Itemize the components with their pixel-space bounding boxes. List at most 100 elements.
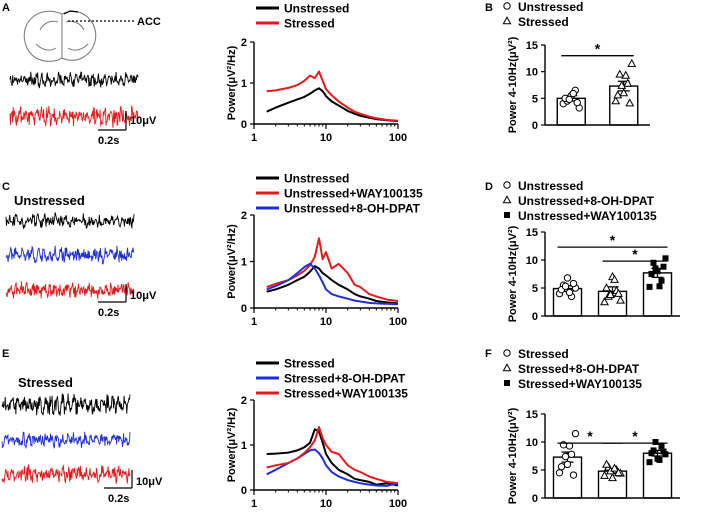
scale-time-c: 0.2s <box>98 307 119 319</box>
y-axis-label: Power 4-10Hz(μV²) <box>507 407 519 504</box>
trace-8ohdpat-e <box>1 431 131 449</box>
data-point <box>502 16 512 25</box>
x-tick-label: 10 <box>320 132 332 144</box>
x-tick-label: 1 <box>251 132 257 144</box>
legend-label: Unstressed+8-OH-DPAT <box>518 194 655 208</box>
data-point <box>610 274 619 283</box>
data-point <box>616 295 625 304</box>
y-tick-label: 1 <box>241 78 247 90</box>
data-point <box>561 282 570 291</box>
bar-chart-f: StressedStressed+8-OH-DPATStressed+WAY10… <box>502 347 680 505</box>
legend-label: Stressed <box>284 357 335 371</box>
data-point <box>610 463 619 472</box>
brain-schematic <box>23 10 97 62</box>
series-line <box>266 237 399 302</box>
data-point <box>606 289 615 299</box>
y-tick-label: 0 <box>241 119 247 131</box>
data-point <box>571 429 580 438</box>
data-point <box>658 443 665 450</box>
data-point <box>569 279 578 288</box>
data-point <box>502 195 512 204</box>
data-point <box>658 277 665 284</box>
data-point <box>503 181 511 189</box>
y-tick-label: 0 <box>532 120 538 132</box>
data-point <box>503 2 511 10</box>
scale-bar-a <box>98 111 127 131</box>
y-tick-label: 2 <box>241 395 247 407</box>
trace-stressed-a <box>9 105 139 128</box>
series-line <box>266 428 399 487</box>
data-point <box>565 95 573 104</box>
data-point <box>557 462 566 471</box>
panel-label-f: F <box>485 348 492 360</box>
traces-e: Stressed 10μV 0.2s <box>1 375 163 505</box>
data-point <box>662 255 669 262</box>
data-point <box>656 456 663 463</box>
acc-label: ACC <box>137 16 161 28</box>
x-tick-label: 10 <box>320 316 332 328</box>
data-point <box>561 452 570 461</box>
scale-amplitude-a: 10μV <box>130 115 157 127</box>
y-axis-label: Power(μV²/Hz) <box>226 407 238 482</box>
spectrum-chart-c: UnstressedUnstressed+WAY100135Unstressed… <box>226 172 423 329</box>
y-tick-label: 15 <box>526 409 538 421</box>
legend-label: Unstressed <box>518 0 583 14</box>
significance-star: * <box>632 428 638 444</box>
y-axis-label: Power 4-10Hz(μV²) <box>507 36 519 133</box>
data-point <box>652 265 659 272</box>
data-point <box>502 363 512 372</box>
y-tick-label: 0 <box>532 493 538 505</box>
data-point <box>648 450 655 457</box>
data-point <box>565 288 574 297</box>
scale-amplitude-e: 10μV <box>136 476 163 488</box>
legend-label: Unstressed <box>284 172 349 186</box>
trace-8ohdpat-c <box>5 245 135 265</box>
y-tick-label: 10 <box>526 67 538 79</box>
data-point <box>652 439 659 445</box>
data-point <box>567 450 576 459</box>
y-tick-label: 10 <box>526 255 538 267</box>
data-point <box>563 274 572 282</box>
legend-label: Stressed <box>518 15 569 29</box>
y-tick-label: 15 <box>526 227 538 239</box>
scale-time-e: 0.2s <box>108 493 129 505</box>
panel-label-d: D <box>485 181 493 193</box>
x-tick-label: 1 <box>251 498 257 510</box>
series-line <box>266 70 399 122</box>
series-line <box>266 426 399 485</box>
legend-label: Stressed+8-OH-DPAT <box>518 362 640 376</box>
trace-unstressed-c <box>5 212 135 230</box>
y-tick-label: 2 <box>241 210 247 222</box>
data-point <box>621 70 631 79</box>
condition-label-e: Stressed <box>18 375 73 390</box>
data-point <box>625 98 635 107</box>
trace-stressed-e <box>1 393 131 416</box>
data-point <box>504 212 510 218</box>
data-point <box>646 459 653 466</box>
legend-label: Unstressed+8-OH-DPAT <box>284 202 421 216</box>
panel-label-a: A <box>2 2 10 14</box>
data-point <box>627 58 637 67</box>
condition-label-c: Unstressed <box>14 193 85 208</box>
data-point <box>563 460 572 469</box>
legend-label: Stressed <box>284 17 335 31</box>
data-point <box>569 89 577 98</box>
data-point <box>503 349 511 357</box>
legend-label: Stressed <box>518 347 569 361</box>
legend-label: Stressed+WAY100135 <box>518 377 642 391</box>
data-point <box>602 459 611 468</box>
y-tick-label: 5 <box>532 93 538 105</box>
data-point <box>615 69 625 78</box>
y-tick-label: 5 <box>532 465 538 477</box>
legend-label: Unstressed <box>518 179 583 193</box>
y-tick-label: 10 <box>526 437 538 449</box>
bar <box>642 272 673 317</box>
y-tick-label: 15 <box>526 40 538 52</box>
data-point <box>608 472 617 482</box>
data-point <box>555 469 564 477</box>
data-point <box>648 271 655 277</box>
data-point <box>646 283 653 290</box>
legend-label: Unstressed+WAY100135 <box>284 187 423 201</box>
